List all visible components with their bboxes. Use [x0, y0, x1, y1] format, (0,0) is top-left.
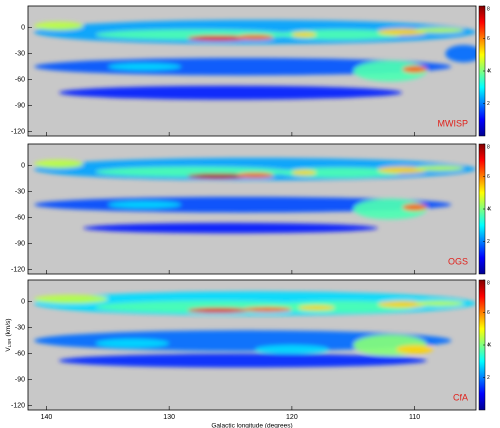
emission-feature — [377, 300, 427, 308]
emission — [34, 291, 476, 368]
emission-feature — [34, 21, 84, 31]
colorbar-tick-label: 6 — [487, 36, 490, 42]
emission-feature — [95, 338, 170, 348]
emission-blur — [34, 157, 476, 234]
y-tick-label: -120 — [11, 129, 25, 136]
emission-feature — [291, 31, 317, 38]
colorbar-tick-label: 8 — [487, 144, 490, 150]
emission-feature — [187, 35, 249, 41]
y-axis-label-sub: LSR — [7, 338, 12, 348]
colorbar-tick-label: 4 — [487, 342, 490, 348]
emission-feature — [267, 300, 415, 313]
y-tick-label: -90 — [15, 377, 25, 384]
x-axis-label: Galactic longitude (degrees) — [211, 423, 292, 428]
emission-feature — [353, 198, 427, 220]
y-tick-label: -120 — [11, 403, 25, 410]
colorbar-label: K — [488, 342, 492, 348]
emission — [34, 157, 476, 234]
y-tick-label: -30 — [15, 325, 25, 332]
emission-feature — [279, 167, 403, 178]
colorbar-tick-label: 2 — [487, 375, 490, 381]
emission-feature — [414, 27, 464, 33]
x-tick-label: 130 — [163, 414, 175, 421]
y-tick-label: -90 — [15, 103, 25, 110]
emission-feature — [402, 203, 427, 211]
colorbar-tick-label: 2 — [487, 239, 490, 245]
emission-feature — [445, 45, 476, 63]
x-tick-label: 140 — [41, 414, 53, 421]
y-tick-label: -30 — [15, 189, 25, 196]
emission-feature — [83, 222, 378, 234]
emission-feature — [107, 201, 182, 209]
emission-feature — [242, 306, 292, 313]
y-tick-label: -60 — [15, 351, 25, 358]
y-tick-label: 0 — [21, 163, 25, 170]
plot-frame — [27, 5, 477, 137]
emission-feature — [402, 65, 427, 73]
emission-feature — [279, 29, 403, 40]
emission-feature — [58, 85, 403, 100]
emission-feature — [34, 196, 452, 213]
emission-feature — [187, 307, 249, 313]
emission-feature — [255, 345, 329, 354]
emission-feature — [353, 60, 427, 82]
emission-feature — [34, 294, 108, 304]
y-axis-label: VLSR (km/s) — [5, 318, 12, 351]
x-tick-label: 110 — [409, 414, 420, 421]
y-tick-label: -60 — [15, 215, 25, 222]
y-tick-label: -90 — [15, 241, 25, 248]
emission-feature — [414, 165, 464, 171]
panel-label: CfA — [453, 392, 468, 402]
emission-feature — [236, 172, 274, 178]
y-axis-label-main: V — [5, 347, 12, 352]
panel-label: MWISP — [438, 118, 469, 128]
y-tick-label: -120 — [11, 267, 25, 274]
plot-frame — [27, 279, 477, 411]
colorbar-tick-label: 6 — [487, 174, 490, 180]
colorbar-tick-label: 2 — [487, 101, 490, 107]
colorbar-label: K — [488, 206, 492, 212]
emission — [34, 19, 476, 100]
x-tick-label: 120 — [286, 414, 298, 421]
colorbar-tick-label: 4 — [487, 206, 490, 212]
emission-feature — [58, 353, 427, 368]
emission-feature — [414, 300, 464, 306]
emission-feature — [187, 173, 249, 179]
emission-feature — [107, 63, 182, 71]
emission-blur — [34, 291, 476, 368]
emission-feature — [34, 159, 84, 169]
y-tick-label: -30 — [15, 51, 25, 58]
emission-blur — [34, 19, 476, 100]
colorbar-tick-label: 6 — [487, 310, 490, 316]
panel-label: OGS — [448, 256, 468, 266]
colorbar-tick-label: 8 — [487, 280, 490, 286]
y-tick-label: -60 — [15, 77, 25, 84]
colorbar-tick-label: 8 — [487, 6, 490, 12]
y-tick-label: 0 — [21, 25, 25, 32]
emission-feature — [396, 345, 434, 354]
colorbar-tick-label: 4 — [487, 68, 490, 74]
plot-frame — [27, 143, 477, 275]
colorbar-label: K — [488, 68, 492, 74]
emission-feature — [236, 34, 274, 40]
emission-feature — [291, 170, 317, 176]
y-axis-label-unit: (km/s) — [5, 318, 12, 336]
emission-feature — [34, 57, 452, 76]
emission-feature — [298, 305, 335, 311]
y-tick-label: 0 — [21, 299, 25, 306]
